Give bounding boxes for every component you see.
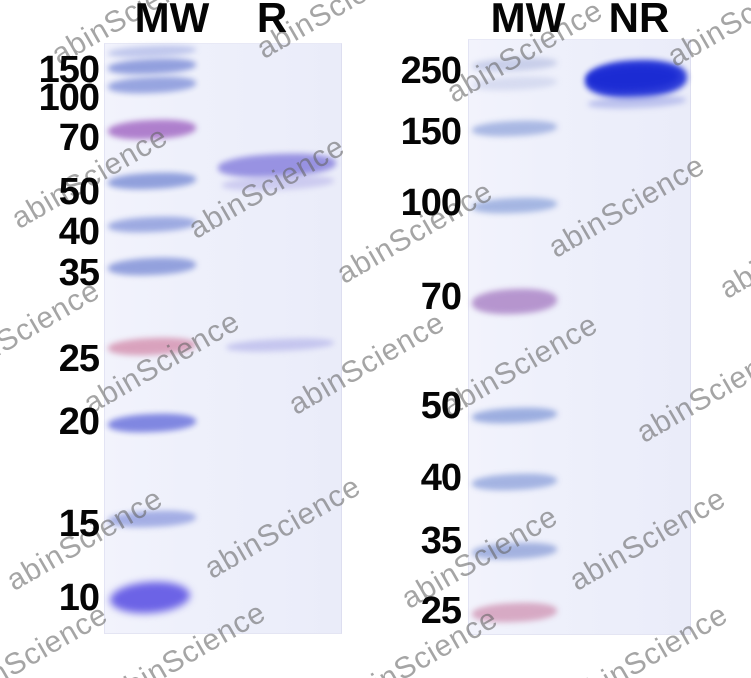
kda-label-NR-50: 50 <box>420 385 462 427</box>
lane-header-nonreduced: NR <box>608 0 670 41</box>
kda-label-R-70: 70 <box>58 117 100 159</box>
kda-label-R-150: 150 <box>38 49 100 91</box>
gel-panel-NR <box>468 39 691 635</box>
kda-label-R-100: 100 <box>38 77 100 119</box>
kda-label-NR-35: 35 <box>420 520 462 562</box>
kda-label-NR-40: 40 <box>420 457 462 499</box>
kda-label-NR-25: 25 <box>420 590 462 632</box>
lane-header-mw-left: MW <box>134 0 210 41</box>
kda-label-R-40: 40 <box>58 211 100 253</box>
kda-label-NR-250: 250 <box>400 50 462 92</box>
lane-header-reduced: R <box>256 0 288 41</box>
kda-label-R-35: 35 <box>58 252 100 294</box>
kda-label-R-20: 20 <box>58 401 100 443</box>
kda-label-NR-100: 100 <box>400 182 462 224</box>
kda-label-R-10: 10 <box>58 577 100 619</box>
kda-label-R-25: 25 <box>58 338 100 380</box>
watermark-text: abinScience <box>713 189 751 306</box>
kda-label-R-50: 50 <box>58 171 100 213</box>
kda-label-NR-150: 150 <box>400 111 462 153</box>
kda-label-R-15: 15 <box>58 503 100 545</box>
lane-header-mw-right: MW <box>490 0 566 41</box>
kda-label-NR-70: 70 <box>420 276 462 318</box>
